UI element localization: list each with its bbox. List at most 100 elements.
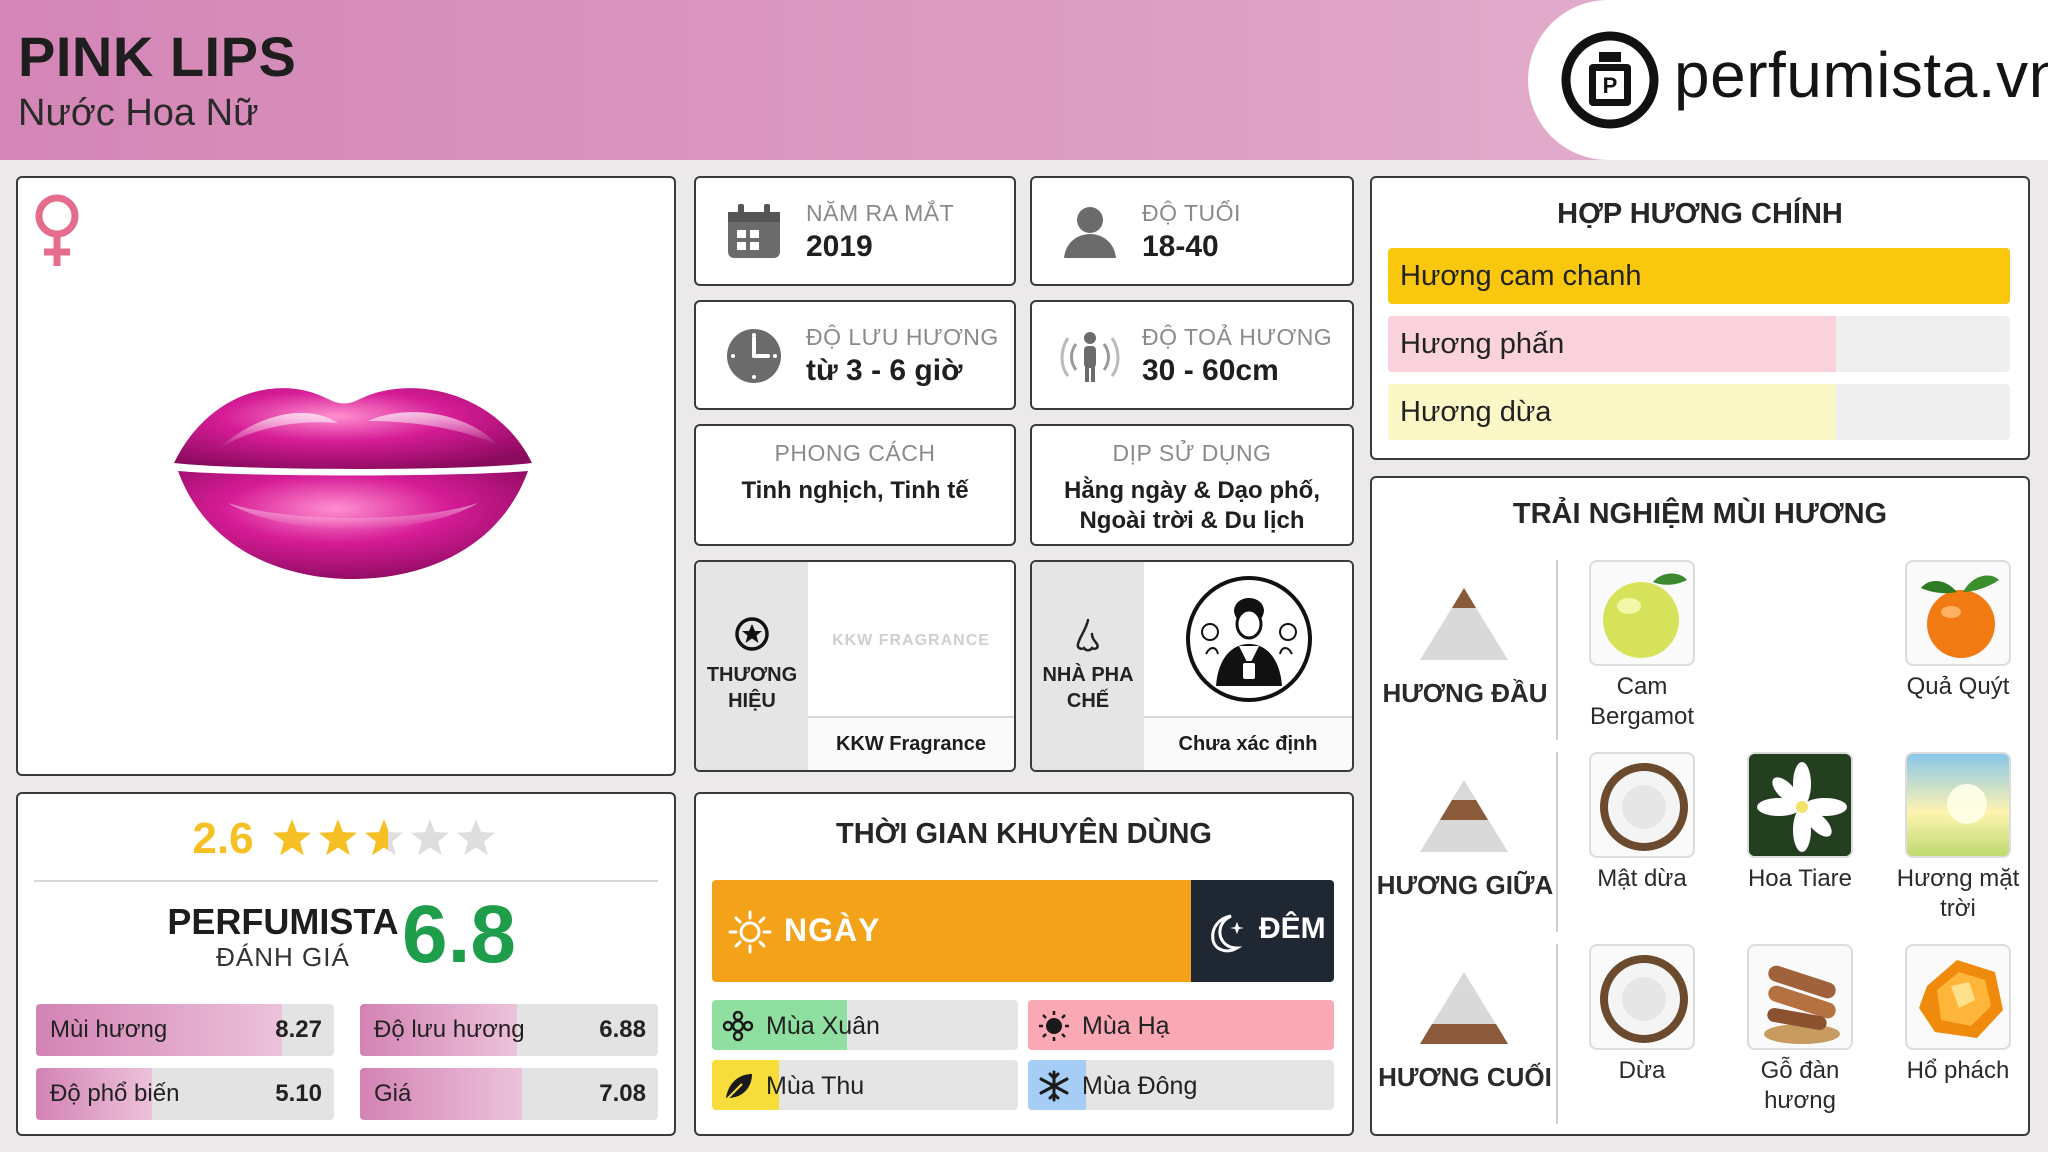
note-name: Hương mặt trời <box>1896 865 2020 922</box>
sillage-value: 30 - 60cm <box>1142 354 1279 387</box>
launch-year-card: NĂM RA MẮT 2019 <box>694 176 1016 286</box>
perfumista-brand: PERFUMISTA <box>167 901 399 942</box>
nose-icon <box>1076 618 1099 652</box>
pyramid-middle-icon <box>1420 780 1508 852</box>
metric-scent: Mùi hương 8.27 <box>36 1004 334 1056</box>
brand-tab-label: THƯƠNG HIỆU <box>706 664 798 712</box>
season-summer: Mùa Hạ <box>1028 1000 1334 1050</box>
notes-card: TRẢI NGHIỆM MÙI HƯƠNG HƯƠNG ĐẦU Cam Berg… <box>1370 476 2030 1136</box>
occasion-label: DỊP SỬ DỤNG <box>1112 440 1272 466</box>
sillage-label: ĐỘ TOẢ HƯƠNG <box>1142 324 1333 350</box>
accord-label: Hương phấn <box>1400 328 1565 360</box>
star-5 <box>456 819 495 856</box>
occasion-value: Hằng ngày & Dạo phố, Ngoài trời & Du lịc… <box>1063 477 1320 534</box>
season-spring: Mùa Xuân <box>712 1000 1018 1050</box>
site-logo[interactable]: P perfumista.vn <box>1528 0 2048 160</box>
tier-divider <box>1556 560 1558 740</box>
longevity-value: từ 3 - 6 giờ <box>806 354 963 387</box>
accord-label: Hương dừa <box>1400 396 1552 428</box>
style-card: PHONG CÁCH Tinh nghịch, Tinh tế <box>694 424 1016 546</box>
note-coconut: Dừa <box>1572 944 1712 1086</box>
night-segment: ĐÊM <box>1191 880 1334 982</box>
logo-text: perfumista.vn <box>1674 39 2048 111</box>
note-amber: Hổ phách <box>1888 944 2028 1086</box>
accord-fill <box>1388 248 2010 304</box>
tier-divider <box>1556 752 1558 932</box>
style-value: Tinh nghịch, Tinh tế <box>741 477 969 504</box>
note-sandalwood: Gỗ đàn hương <box>1730 944 1870 1116</box>
sun-icon <box>1039 1011 1069 1041</box>
accord-fill <box>1388 384 1836 440</box>
launch-year-label: NĂM RA MẮT <box>806 200 955 226</box>
flower-icon <box>722 1010 754 1042</box>
season-label: Mùa Thu <box>766 1072 865 1100</box>
metric-value: 5.10 <box>275 1080 322 1107</box>
metric-popularity: Độ phổ biến 5.10 <box>36 1068 334 1120</box>
brand-logo-area: KKW FRAGRANCE <box>808 562 1014 714</box>
metric-fill <box>36 1068 153 1120</box>
page-title: PINK LIPS <box>18 25 297 88</box>
perfumista-sub: ĐÁNH GIÁ <box>216 942 350 972</box>
note-name: Dừa <box>1618 1057 1666 1084</box>
sillage-icon <box>1060 332 1120 382</box>
amber-image <box>1905 944 2011 1050</box>
pyramid-top-icon <box>1420 588 1508 660</box>
star-3 <box>364 819 403 856</box>
accord-citrus: Hương cam chanh <box>1388 248 2010 304</box>
accord-label: Hương cam chanh <box>1400 260 1642 292</box>
brand-tab: THƯƠNG HIỆU <box>696 562 808 770</box>
tier-label-top: HƯƠNG ĐẦU <box>1382 678 1548 708</box>
style-label: PHONG CÁCH <box>774 440 936 466</box>
day-night-bar: NGÀY ĐÊM <box>712 880 1334 982</box>
coconut-image <box>1589 944 1695 1050</box>
accord-powdery: Hương phấn <box>1388 316 2010 372</box>
accords-card: HỢP HƯƠNG CHÍNH Hương cam chanh Hương ph… <box>1370 176 2030 460</box>
svg-text:P: P <box>1603 73 1618 98</box>
season-label: Mùa Đông <box>1082 1072 1198 1100</box>
mandarin-image <box>1905 560 2011 666</box>
age-value: 18-40 <box>1142 230 1219 263</box>
tier-label-middle: HƯƠNG GIỮA <box>1376 870 1554 900</box>
age-card: ĐỘ TUỔI 18-40 <box>1030 176 1354 286</box>
time-card: THỜI GIAN KHUYÊN DÙNG NGÀY ĐÊM <box>694 792 1354 1136</box>
perfumer-card[interactable]: NHÀ PHA CHẾ Chưa xác định <box>1030 560 1354 772</box>
season-label: Mùa Xuân <box>766 1012 880 1040</box>
note-coconut-nectar: Mật dừa <box>1572 752 1712 894</box>
note-sun: Hương mặt trời <box>1888 752 2028 924</box>
product-image-lips <box>174 388 532 579</box>
metric-label: Độ phổ biến <box>50 1080 180 1107</box>
metric-fill <box>36 1004 283 1056</box>
leaf-icon <box>725 1074 752 1101</box>
metric-label: Giá <box>374 1080 412 1107</box>
metric-price: Giá 7.08 <box>360 1068 658 1120</box>
season-autumn: Mùa Thu <box>712 1060 1018 1110</box>
star-score: 2.6 <box>192 814 254 863</box>
snowflake-icon <box>1039 1070 1069 1102</box>
launch-year-value: 2019 <box>806 230 873 263</box>
note-name: Gỗ đàn hương <box>1760 1057 1840 1114</box>
perfume-bottle-icon: P <box>1561 31 1659 129</box>
metric-label: Mùi hương <box>50 1016 168 1043</box>
note-name: Quả Quýt <box>1906 673 2010 700</box>
perfumer-name[interactable]: Chưa xác định <box>1144 716 1352 770</box>
accords-title: HỢP HƯƠNG CHÍNH <box>1557 198 1843 230</box>
metric-label: Độ lưu hương <box>374 1016 525 1043</box>
divider <box>34 880 658 882</box>
star-badge-icon <box>735 617 769 651</box>
brand-name[interactable]: KKW Fragrance <box>808 716 1014 770</box>
clock-icon <box>727 329 781 383</box>
note-name: Mật dừa <box>1597 865 1687 892</box>
accord-coconut: Hương dừa <box>1388 384 2010 440</box>
metric-value: 8.27 <box>275 1016 322 1043</box>
brand-card[interactable]: THƯƠNG HIỆU KKW FRAGRANCE KKW Fragrance <box>694 560 1016 772</box>
calendar-icon <box>728 204 780 258</box>
note-bergamot: Cam Bergamot <box>1572 560 1712 732</box>
perfumer-image-area <box>1144 562 1352 714</box>
occasion-card: DỊP SỬ DỤNG Hằng ngày & Dạo phố, Ngoài t… <box>1030 424 1354 546</box>
metric-fill <box>360 1068 523 1120</box>
night-label: ĐÊM <box>1259 912 1326 945</box>
tiare-image <box>1747 752 1853 858</box>
note-name: Hoa Tiare <box>1747 865 1853 892</box>
star-rating: 2.6 <box>18 814 674 864</box>
female-gender-icon <box>35 194 79 266</box>
